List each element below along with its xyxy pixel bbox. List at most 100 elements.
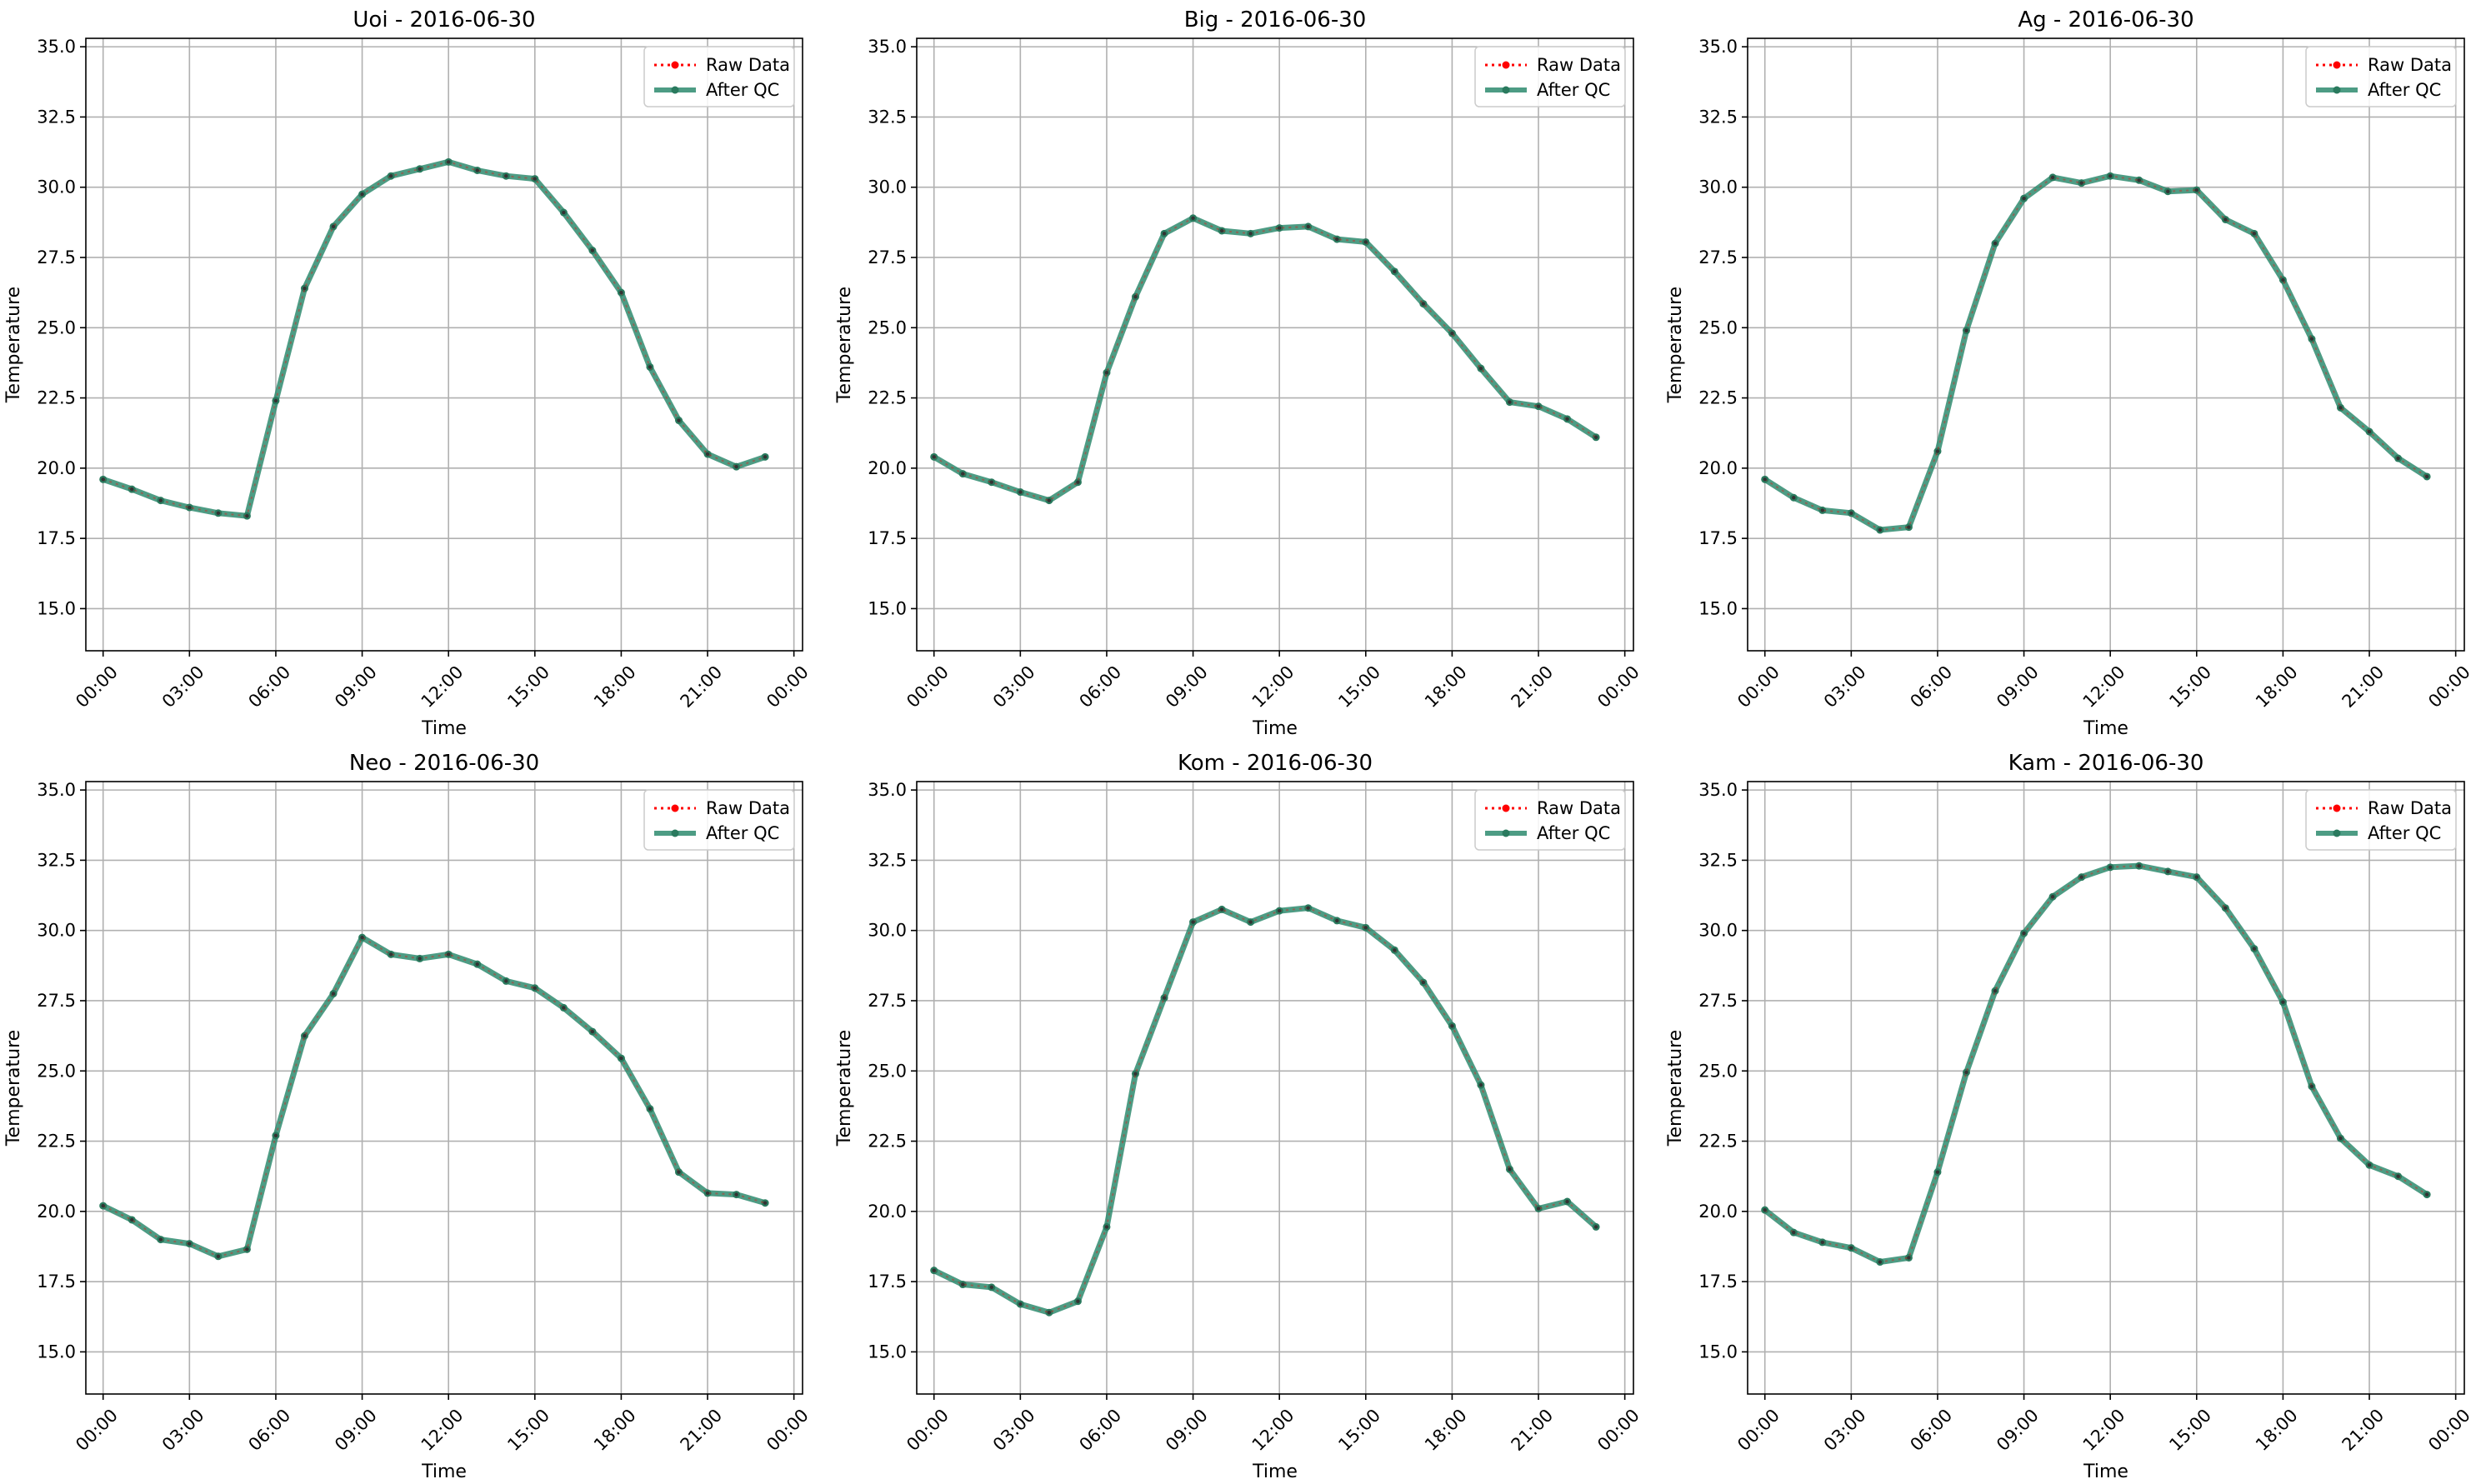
raw-data-point (360, 192, 364, 197)
legend-qc-label: After QC (706, 80, 779, 100)
raw-data-point (504, 174, 508, 178)
raw-data-point (2022, 931, 2026, 936)
raw-data-point (2194, 875, 2198, 879)
x-tick-label: 12:00 (2079, 662, 2129, 712)
after-qc-line (100, 158, 768, 519)
y-tick-label: 32.5 (1698, 107, 1738, 127)
x-axis-label: Time (1252, 718, 1298, 739)
raw-data-point (677, 418, 681, 422)
x-tick-label: 06:00 (244, 662, 294, 712)
axes-frame (916, 37, 1634, 652)
after-qc-line (100, 934, 768, 1260)
raw-data-point (1393, 269, 1397, 274)
raw-data-point (1133, 1072, 1138, 1076)
raw-data-point (1421, 980, 1426, 985)
legend-qc-label: After QC (1537, 823, 1610, 843)
chart-title: Neo - 2016-06-30 (349, 751, 539, 776)
raw-data-point (533, 177, 537, 181)
raw-data-point (388, 174, 393, 178)
raw-data-point (2309, 1084, 2314, 1089)
y-tick-label: 25.0 (868, 317, 907, 337)
x-tick-label: 00:00 (2424, 662, 2474, 712)
raw-data-point (1104, 371, 1109, 375)
legend: Raw Data After QC (643, 789, 795, 851)
raw-data-point (1018, 490, 1023, 494)
raw-data-point (158, 1237, 163, 1242)
x-tick-label: 18:00 (2252, 662, 2302, 712)
raw-data-point (273, 398, 278, 403)
raw-data-point (1047, 1311, 1052, 1315)
raw-data-point (388, 952, 393, 957)
legend-raw-label: Raw Data (2368, 55, 2452, 75)
raw-data-point (1076, 1299, 1080, 1303)
raw-data-point (2424, 1192, 2429, 1197)
raw-data-point (734, 464, 738, 469)
raw-data-point (1849, 1246, 1853, 1250)
x-tick-label: 00:00 (763, 662, 813, 712)
raw-data-point (1047, 498, 1052, 502)
raw-data-point (1478, 1082, 1483, 1087)
series-after-qc (930, 904, 1600, 1317)
y-tick-label: 22.5 (868, 388, 907, 408)
raw-data-line (1764, 865, 2428, 1263)
raw-data-point (2194, 187, 2198, 192)
raw-data-point (705, 452, 710, 457)
raw-data-point (2166, 869, 2170, 874)
x-tick-label: 09:00 (1162, 1405, 1212, 1455)
x-tick-label: 06:00 (1906, 662, 1956, 712)
raw-data-point (2223, 217, 2228, 222)
raw-data-point (2166, 189, 2170, 193)
raw-data-point (1421, 302, 1426, 306)
raw-data-point (763, 1201, 768, 1205)
series-raw-data (932, 216, 1598, 502)
x-tick-label: 03:00 (1820, 1405, 1870, 1455)
raw-data-point (1248, 920, 1253, 924)
series-raw-data (1763, 174, 2429, 532)
raw-data-point (648, 1107, 653, 1111)
x-tick-label: 03:00 (158, 662, 208, 712)
y-tick-label: 25.0 (37, 317, 76, 337)
raw-data-point (245, 1247, 249, 1252)
legend-qc-marker (1502, 829, 1510, 837)
y-tick-label: 15.0 (1698, 1342, 1738, 1362)
legend-qc-marker (1502, 86, 1510, 94)
legend-qc-label: After QC (706, 823, 779, 843)
y-tick-label: 30.0 (868, 921, 907, 941)
raw-data-point (1993, 988, 1998, 993)
y-tick-label: 15.0 (1698, 598, 1738, 618)
chart-title: Ag - 2016-06-30 (2018, 7, 2193, 32)
legend-raw-marker (2333, 61, 2341, 69)
after-qc-line (1762, 862, 2430, 1265)
raw-data-point (1363, 240, 1368, 244)
raw-data-point (2137, 178, 2141, 182)
raw-data-point (2396, 456, 2400, 461)
raw-data-point (2022, 196, 2026, 201)
y-tick-label: 15.0 (868, 1342, 907, 1362)
raw-data-point (1565, 417, 1569, 422)
raw-data-point (158, 498, 163, 502)
raw-data-point (2079, 875, 2083, 879)
raw-data-point (1935, 1170, 1940, 1174)
y-tick-label: 20.0 (1698, 1202, 1738, 1222)
chart-title: Uoi - 2016-06-30 (353, 7, 535, 32)
x-tick-label: 09:00 (1993, 1405, 2043, 1455)
y-tick-label: 20.0 (868, 1202, 907, 1222)
raw-data-point (1792, 496, 1796, 500)
legend-qc-label: After QC (2368, 80, 2441, 100)
x-tick-label: 00:00 (903, 1405, 953, 1455)
x-axis-label: Time (421, 718, 467, 739)
legend-raw-label: Raw Data (706, 55, 790, 75)
legend-qc-marker (2333, 829, 2341, 837)
x-tick-label: 21:00 (2338, 662, 2388, 712)
x-tick-label: 03:00 (1820, 662, 1870, 712)
raw-data-point (1907, 1256, 1911, 1260)
x-tick-label: 00:00 (2424, 1405, 2474, 1455)
raw-data-point (188, 1242, 192, 1246)
y-tick-label: 22.5 (37, 1132, 76, 1152)
raw-data-point (303, 1033, 307, 1038)
y-tick-label: 35.0 (37, 780, 76, 800)
raw-data-point (1335, 918, 1339, 923)
y-tick-label: 35.0 (868, 780, 907, 800)
grid (917, 38, 1633, 651)
raw-data-point (101, 477, 105, 482)
